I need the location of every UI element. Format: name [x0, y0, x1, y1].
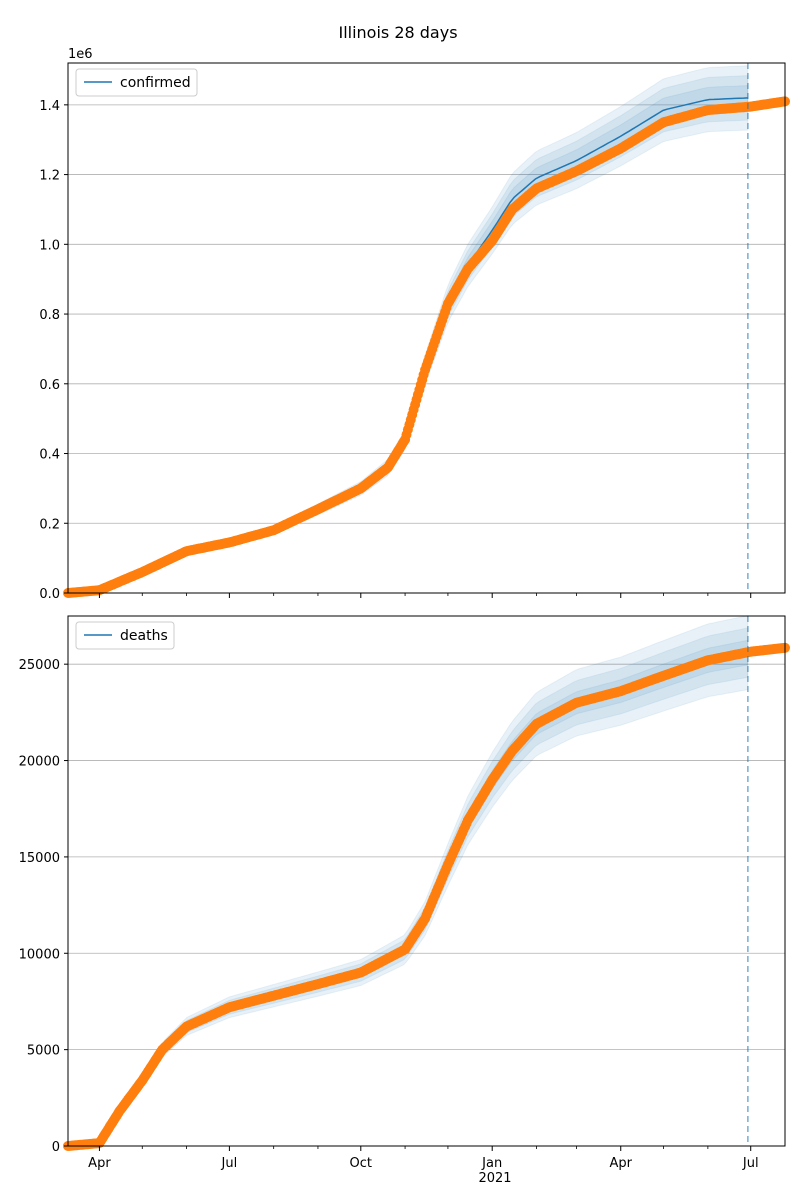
y-tick-label: 0.2 — [39, 517, 60, 532]
forecast-median-line — [67, 651, 749, 1147]
confirmed-y-axis: 0.0 0.2 0.4 0.6 0.8 1.0 1.2 1.4 — [39, 99, 68, 602]
x-axis-year-label: 2021 — [478, 1171, 511, 1186]
y-tick-label: 5000 — [27, 1044, 60, 1059]
y-tick-label: 0 — [52, 1140, 60, 1155]
y-tick-label: 15000 — [19, 851, 60, 866]
figure-title: Illinois 28 days — [338, 23, 457, 42]
uncertainty-band — [67, 75, 749, 594]
confirmed-x-axis — [98, 593, 752, 598]
confirmed-observed-points — [63, 96, 790, 598]
y-tick-label: 0.4 — [39, 448, 60, 463]
legend-label-confirmed: confirmed — [120, 75, 191, 91]
confirmed-legend: confirmed — [75, 68, 198, 97]
confirmed-y-offset-label: 1e6 — [68, 47, 93, 62]
deaths-axes-frame — [67, 615, 786, 1147]
uncertainty-band — [67, 627, 749, 1147]
legend-box — [75, 68, 198, 97]
confirmed-gridlines — [68, 104, 785, 594]
x-tick-label: Jul — [221, 1156, 238, 1171]
y-tick-label: 10000 — [19, 947, 60, 962]
deaths-legend: deaths — [75, 621, 175, 650]
x-tick-label: Jul — [742, 1156, 759, 1171]
y-tick-label: 1.2 — [39, 169, 60, 184]
x-tick-label: Oct — [350, 1156, 372, 1171]
x-tick-label: Apr — [609, 1156, 632, 1171]
confirmed-panel: 0.0 0.2 0.4 0.6 0.8 1.0 1.2 1.4 1e6 confirmed — [39, 47, 790, 602]
y-tick-label: 0.6 — [39, 378, 60, 393]
x-tick-label: Jan — [481, 1156, 502, 1171]
forecast-median-line — [67, 97, 748, 594]
deaths-observed-points — [63, 642, 790, 1151]
confirmed-uncertainty-bands — [67, 65, 749, 594]
deaths-y-axis: 0 5000 10000 15000 20000 25000 — [19, 658, 68, 1155]
y-tick-label: 0.8 — [39, 308, 60, 323]
uncertainty-band — [67, 65, 749, 594]
y-tick-label: 1.0 — [39, 238, 60, 253]
confirmed-axes-frame — [67, 62, 786, 594]
uncertainty-band — [67, 84, 749, 594]
confirmed-forecast-line — [67, 97, 748, 594]
deaths-forecast-line — [67, 651, 749, 1147]
y-tick-label: 20000 — [19, 755, 60, 770]
y-tick-label: 1.4 — [39, 99, 60, 114]
y-tick-label: 0.0 — [39, 587, 60, 602]
legend-label-deaths: deaths — [120, 628, 168, 644]
legend-box — [75, 621, 175, 650]
y-tick-label: 25000 — [19, 658, 60, 673]
x-tick-label: Apr — [88, 1156, 111, 1171]
deaths-uncertainty-bands — [67, 614, 749, 1147]
deaths-x-axis: Apr Jul Oct Jan Apr Jul — [88, 1146, 759, 1171]
